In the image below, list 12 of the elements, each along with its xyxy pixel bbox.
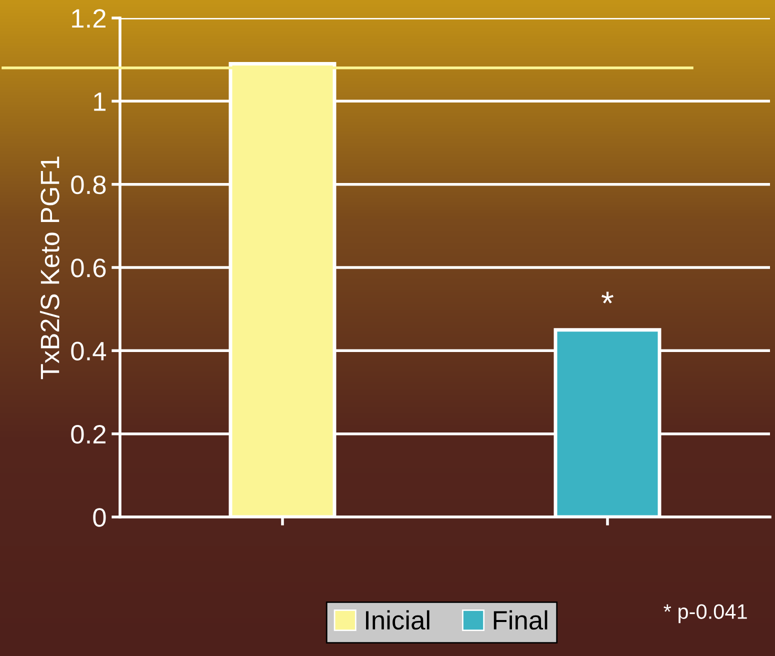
- y-tick-label: 0.2: [71, 424, 106, 444]
- y-tick-label: 0: [93, 508, 106, 527]
- annotation: *: [602, 292, 614, 304]
- text: * p-0.041: [664, 604, 747, 624]
- y-tick-label: 0.6: [71, 258, 106, 278]
- y-tick-label: 0.8: [71, 175, 106, 194]
- y-tick-label: 0.4: [71, 342, 106, 360]
- legend-label: Final: [494, 610, 548, 630]
- y-tick-label: 1.2: [72, 9, 106, 28]
- legend-label: Inicial: [366, 610, 430, 630]
- y-tick-label: 1: [94, 92, 106, 111]
- y-axis-title: TxB2/S Keto PGF1: [40, 156, 60, 380]
